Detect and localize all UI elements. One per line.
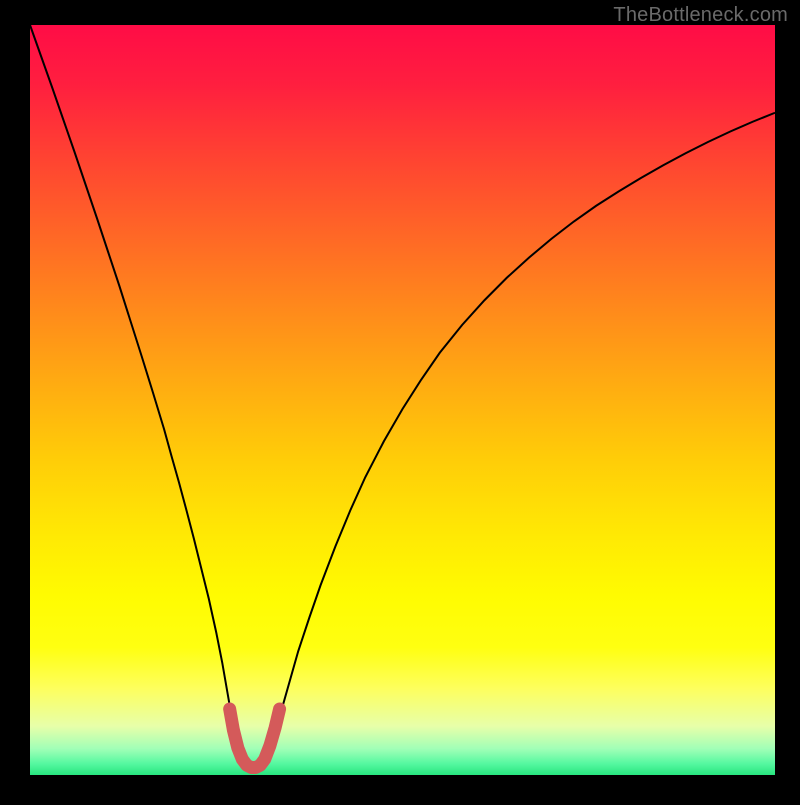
border-left (0, 0, 30, 800)
chart-svg (0, 0, 800, 800)
border-right (775, 0, 800, 800)
border-bottom (0, 775, 800, 800)
plot-background (30, 25, 775, 775)
bottleneck-chart (0, 0, 800, 800)
watermark-text: TheBottleneck.com (613, 4, 788, 27)
